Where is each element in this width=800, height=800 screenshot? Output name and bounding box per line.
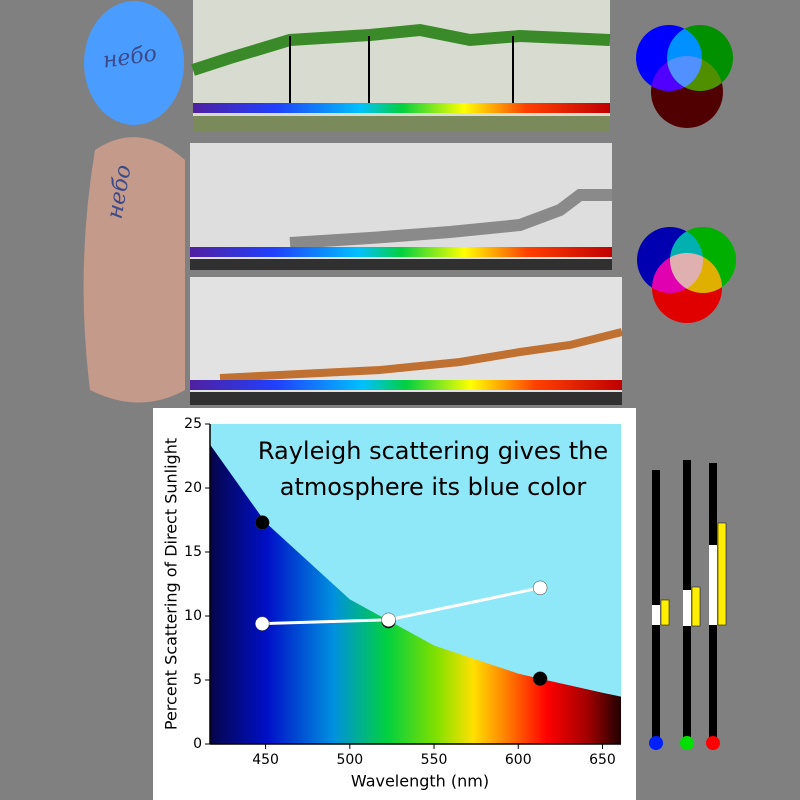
indicators (649, 460, 727, 750)
y-tick-label: 10 (184, 608, 202, 624)
x-tick-label: 600 (505, 752, 532, 768)
blue-blob (84, 1, 184, 125)
chart-title: Rayleigh scattering gives the (258, 437, 608, 465)
point (532, 671, 548, 686)
x-tick-label: 650 (589, 752, 616, 768)
chart: 0 5 10 15 20 25 450 500 550 600 650 (184, 416, 621, 768)
point (254, 616, 270, 631)
y-tick-label: 25 (184, 416, 202, 432)
pink-blob (83, 137, 185, 403)
strip-2 (190, 143, 612, 270)
x-tick-label: 550 (421, 752, 448, 768)
strip-1 (191, 0, 611, 132)
chart-title: atmosphere its blue color (280, 473, 587, 501)
y-axis-label: Percent Scattering of Direct Sunlight (162, 438, 181, 730)
x-tick-label: 500 (336, 752, 363, 768)
y-tick-label: 5 (193, 672, 202, 688)
venn-2 (637, 227, 736, 323)
point (381, 612, 396, 628)
point (254, 515, 270, 530)
y-tick-label: 0 (193, 736, 202, 752)
y-tick-label: 15 (184, 544, 202, 560)
scattering-curve (210, 424, 621, 697)
point (532, 580, 548, 596)
x-tick-label: 450 (252, 752, 279, 768)
strip-3 (190, 277, 623, 405)
x-axis-label: Wavelength (nm) (351, 772, 489, 791)
venn-1 (636, 25, 733, 128)
y-tick-label: 20 (184, 480, 202, 496)
